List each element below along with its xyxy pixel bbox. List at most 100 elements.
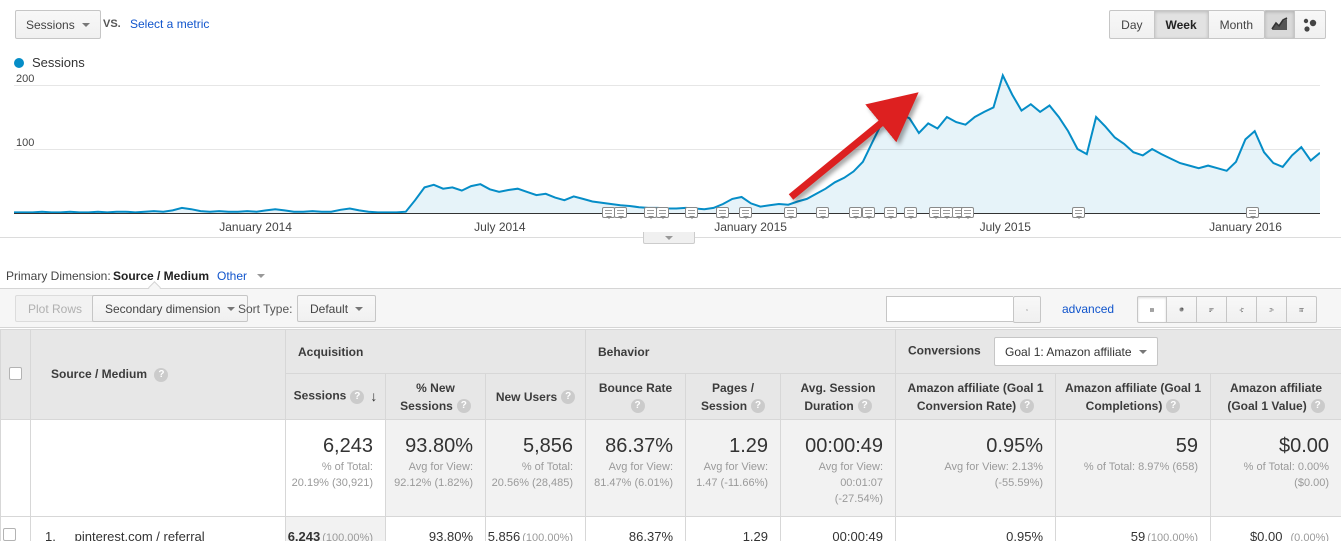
annotation-marker-icon[interactable] xyxy=(961,207,975,219)
comparison-view-button[interactable] xyxy=(1227,296,1257,323)
metric-cell: 93.80% xyxy=(385,515,486,541)
cell-value: 00:00:49 xyxy=(832,528,884,541)
advanced-search-link[interactable]: advanced xyxy=(1062,302,1115,316)
plot-rows-button[interactable]: Plot Rows xyxy=(15,295,96,322)
annotation-marker-icon[interactable] xyxy=(684,207,698,219)
column-header--new-sessions[interactable]: % New Sessions? xyxy=(385,373,486,420)
annotation-marker-icon[interactable] xyxy=(1246,207,1260,219)
percentage-view-button[interactable] xyxy=(1167,296,1197,323)
column-label: Amazon affiliate (Goal 1 Conversion Rate… xyxy=(907,380,1044,413)
chevron-down-icon xyxy=(355,306,364,315)
sort-type-dropdown[interactable]: Default xyxy=(297,295,377,322)
help-icon[interactable]: ? xyxy=(751,399,766,414)
goal-selector-dropdown[interactable]: Goal 1: Amazon affiliate xyxy=(994,337,1158,366)
dimension-column-header[interactable]: Source / Medium ? xyxy=(30,329,286,420)
annotation-marker-icon[interactable] xyxy=(715,207,729,219)
term-cloud-view-button[interactable] xyxy=(1257,296,1287,323)
annotation-marker-icon[interactable] xyxy=(1072,207,1086,219)
metric-toolbar: Sessions VS. Select a metric Day Week Mo… xyxy=(0,0,1341,48)
column-header-pages-session[interactable]: Pages / Session? xyxy=(685,373,782,420)
metric-cell: 0.95% xyxy=(895,515,1057,541)
summary-value: 59 xyxy=(1175,435,1199,457)
summary-cell: 0.95% Avg for View: 2.13% (-55.59%) xyxy=(895,419,1057,517)
scatter-dots-icon xyxy=(1303,18,1317,32)
pivot-view-button[interactable] xyxy=(1287,296,1317,323)
search-button[interactable] xyxy=(1013,296,1041,323)
conversions-label: Conversions xyxy=(908,343,981,358)
annotation-marker-icon[interactable] xyxy=(613,207,627,219)
sort-descending-icon: ↓ xyxy=(370,388,378,404)
annotation-marker-icon[interactable] xyxy=(655,207,669,219)
column-header-sessions[interactable]: Sessions? ↓ xyxy=(285,373,386,420)
summary-cell: 86.37% Avg for View: 81.47% (6.01%) xyxy=(585,419,687,517)
select-a-metric-link[interactable]: Select a metric xyxy=(130,17,210,31)
column-header-amazon-affiliate-goal-1-completions-[interactable]: Amazon affiliate (Goal 1 Completions)? xyxy=(1055,373,1212,420)
metric-selector-dropdown[interactable]: Sessions xyxy=(15,10,101,39)
help-icon[interactable]: ? xyxy=(1020,399,1035,414)
help-icon[interactable]: ? xyxy=(630,399,645,414)
row-checkbox[interactable] xyxy=(3,528,16,541)
data-grid-view-button[interactable] xyxy=(1137,296,1167,323)
metric-selector-label: Sessions xyxy=(26,17,75,32)
annotation-marker-icon[interactable] xyxy=(783,207,797,219)
help-icon[interactable]: ? xyxy=(456,399,471,414)
performance-view-button[interactable] xyxy=(1197,296,1227,323)
performance-bars-icon xyxy=(1209,307,1214,312)
select-all-checkbox[interactable] xyxy=(9,366,22,380)
comparison-icon xyxy=(1239,307,1244,312)
row-checkbox-cell xyxy=(0,515,31,541)
column-header-amazon-affiliate-goal-1-value-[interactable]: Amazon affiliate (Goal 1 Value)? xyxy=(1210,373,1341,420)
summary-subtext: Avg for View: 1.47 (-11.66%) xyxy=(696,461,769,489)
primary-dimension-row: Primary Dimension: Source / Medium Other xyxy=(0,262,1341,288)
chart-plot-area[interactable]: 200 100 January 2014 July 2014 January 201… xyxy=(14,70,1320,260)
select-all-checkbox-cell xyxy=(0,329,31,420)
week-button[interactable]: Week xyxy=(1154,10,1209,39)
summary-subtext: % of Total: 0.00% ($0.00) xyxy=(1243,461,1330,489)
search-input[interactable] xyxy=(886,296,1013,322)
other-link[interactable]: Other xyxy=(217,269,248,283)
line-chart-button[interactable] xyxy=(1264,10,1295,39)
annotations-expander-tab[interactable] xyxy=(643,232,695,244)
pivot-icon xyxy=(1299,307,1304,312)
gridline-100 xyxy=(14,149,1320,150)
help-icon[interactable]: ? xyxy=(350,389,365,404)
cell-value: 0.95% xyxy=(1006,528,1044,541)
column-header-amazon-affiliate-goal-1-conversion-rate-[interactable]: Amazon affiliate (Goal 1 Conversion Rate… xyxy=(895,373,1057,420)
summary-cell: 5,856 % of Total: 20.56% (28,485) xyxy=(484,419,587,517)
secondary-dimension-dropdown[interactable]: Secondary dimension xyxy=(92,295,249,322)
annotation-marker-icon[interactable] xyxy=(884,207,898,219)
column-header-avg-session-duration[interactable]: Avg. Session Duration? xyxy=(780,373,897,420)
column-label: Bounce Rate xyxy=(598,380,673,395)
dimension-other-dropdown[interactable]: Other xyxy=(217,269,266,283)
annotation-marker-icon[interactable] xyxy=(816,207,830,219)
month-button[interactable]: Month xyxy=(1208,10,1265,39)
annotation-marker-icon[interactable] xyxy=(849,207,863,219)
motion-chart-button[interactable] xyxy=(1295,10,1326,39)
annotation-marker-icon[interactable] xyxy=(739,207,753,219)
help-icon[interactable]: ? xyxy=(1310,399,1325,414)
dimension-source-medium-tab[interactable]: Source / Medium xyxy=(113,269,210,283)
column-label: % New Sessions xyxy=(400,380,455,413)
chevron-down-icon xyxy=(1138,349,1147,358)
summary-value: 1.29 xyxy=(729,435,769,457)
table-view-button-group xyxy=(1137,296,1317,323)
help-icon[interactable]: ? xyxy=(1166,399,1181,414)
help-icon[interactable]: ? xyxy=(154,367,169,382)
summary-cell: 59 % of Total: 8.97% (658) xyxy=(1055,419,1212,517)
source-medium-value[interactable]: pinterest.com / referral xyxy=(74,528,205,541)
table-row[interactable]: 1. pinterest.com / referral 6,243 (100.00… xyxy=(0,515,1341,541)
day-button[interactable]: Day xyxy=(1109,10,1155,39)
y-tick-200: 200 xyxy=(16,73,35,85)
help-icon[interactable]: ? xyxy=(561,390,576,405)
annotation-marker-icon[interactable] xyxy=(903,207,917,219)
primary-dimension-label: Primary Dimension: xyxy=(6,269,111,283)
cell-percent-of-total: (100.00%) xyxy=(522,531,574,541)
row-number: 1. xyxy=(45,528,56,541)
annotation-marker-icon[interactable] xyxy=(862,207,876,219)
help-icon[interactable]: ? xyxy=(857,399,872,414)
summary-value: $0.00 xyxy=(1278,435,1330,457)
summary-subtext: % of Total: 8.97% (658) xyxy=(1083,461,1199,473)
column-header-new-users[interactable]: New Users? xyxy=(484,373,587,420)
summary-subtext: % of Total: 20.56% (28,485) xyxy=(491,461,574,489)
column-header-bounce-rate[interactable]: Bounce Rate? xyxy=(585,373,687,420)
